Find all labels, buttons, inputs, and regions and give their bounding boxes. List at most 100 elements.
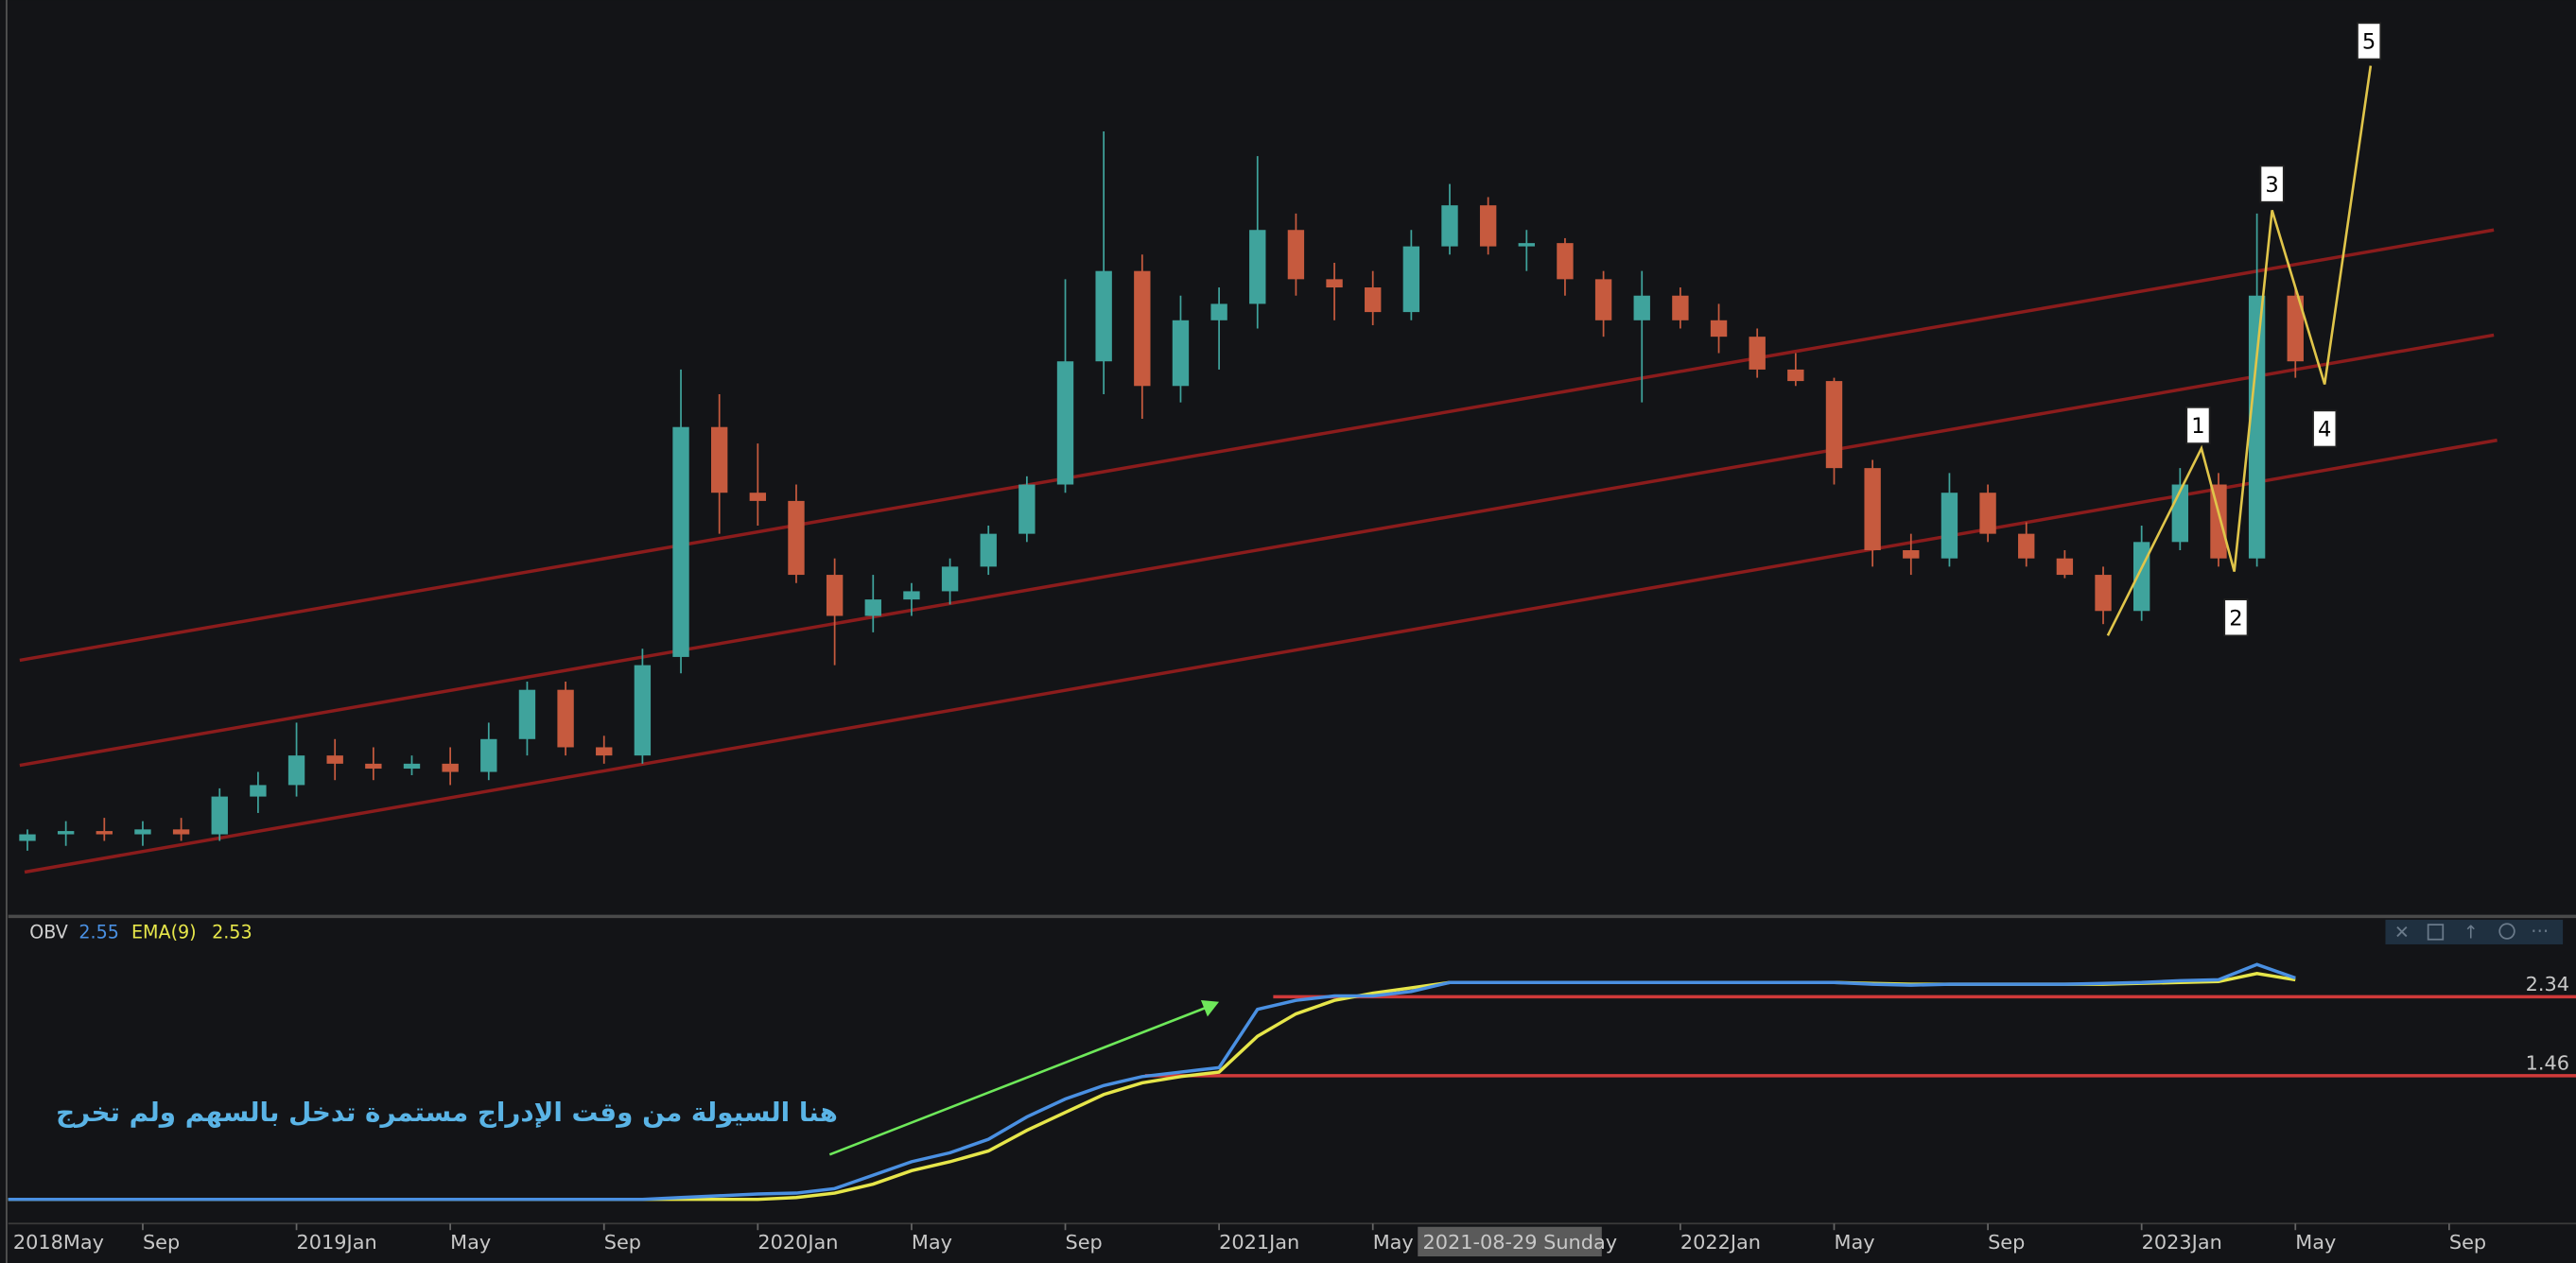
close-icon[interactable]: ✕ [2394,921,2410,943]
candle-body [710,426,728,493]
wave-label: 3 [2265,173,2278,198]
x-tick-label: Sep [1066,1231,1103,1254]
max-icon[interactable] [2427,924,2445,941]
candle-body [1210,303,1227,320]
x-tick-label: Sep [143,1231,180,1254]
x-tick-label: 2018May [13,1231,104,1254]
candle-body [1172,320,1190,387]
candle-body [1518,243,1535,247]
wave-label: 4 [2318,418,2331,442]
candle-body [1056,361,1074,485]
more-icon[interactable]: ⋯ [2531,920,2549,942]
wave-label-box [2185,406,2211,444]
candle-body [2248,295,2266,559]
channel-line [19,333,2495,768]
candle-body [826,575,844,616]
candle-body [1134,270,1151,387]
wave-label: 1 [2191,414,2204,439]
candle-body [1018,484,1036,534]
wave-label-box [2357,22,2382,61]
crosshair-label: 2021-08-29 Sunday [1422,1231,1617,1254]
candle-body [1749,337,1766,370]
candle-body [518,689,536,739]
wave-label-box [2312,409,2338,448]
wave-label: 2 [2229,606,2242,631]
candle-body [326,755,343,764]
x-tick-label: 2020Jan [757,1231,838,1254]
wave-label: 5 [2362,30,2376,55]
toolbar: ✕ ↑ ⋯ [2385,919,2564,944]
wave-label-box [2259,164,2285,203]
candle-body [480,738,497,772]
candle-body [672,426,689,657]
indicator-name: OBV [29,921,68,943]
arrow-head [1200,1000,1220,1017]
candle-body [1557,243,1574,280]
toolbar-bg [2385,919,2564,944]
candle-body [1479,205,1497,247]
candle-body [1095,270,1112,362]
x-tick-label: Sep [2449,1231,2486,1254]
candle-body [250,785,267,797]
candle-body [1633,295,1650,320]
candle-body [1864,468,1881,551]
candle-body [442,763,459,772]
candle-body [749,493,767,501]
up-icon[interactable]: ↑ [2463,921,2479,943]
candle-body [1979,493,1996,534]
x-tick-label: 2022Jan [1680,1231,1761,1254]
candle-body [403,763,421,770]
candles [19,131,2304,851]
candle-body [2095,575,2112,612]
channel-line [19,228,2495,663]
candle-body [864,599,881,616]
x-tick-label: 2019Jan [297,1231,377,1254]
candle-body [980,533,997,567]
level-label: 1.46 [2526,1052,2569,1075]
candle-body [134,829,151,835]
candle-body [634,665,652,756]
candle-body [1672,295,1689,320]
candle-body [903,591,920,600]
candle-body [1710,320,1728,337]
candle-body [557,689,574,748]
indicator-value: 2.53 [212,921,252,943]
candle-body [2132,542,2150,612]
candle-body [287,755,305,786]
candle-body [211,796,228,835]
settings-icon[interactable] [2498,923,2515,940]
x-tick-label: May [2295,1231,2336,1254]
candle-body [1249,230,1266,304]
x-tick-label: 2023Jan [2142,1231,2222,1254]
wave-path [2106,65,2373,636]
candle-body [1825,381,1843,469]
candle-body [19,834,36,841]
candle-body [2210,484,2227,559]
wave-label-box [2223,598,2249,637]
trend-arrow [828,1004,1213,1156]
x-tick-label: Sep [604,1231,641,1254]
x-tick-label: May [450,1231,491,1254]
candle-body [1287,230,1305,280]
annotation: هنا السيولة من وقت الإدراج مستمرة تدخل ب… [56,1097,838,1129]
indicator-value: 2.55 [78,921,119,943]
candle-body [1787,369,1804,382]
candle-body [1326,279,1343,288]
candle-body [57,831,75,835]
candle-body [941,566,959,592]
candle-body [1441,205,1458,247]
channel-line [24,438,2498,874]
candle-body [1365,287,1382,313]
candle-body [1402,246,1420,313]
candle-body [2056,558,2074,576]
candle-body [2018,533,2035,559]
candle-body [172,829,190,835]
x-tick-label: May [912,1231,952,1254]
level-label: 2.34 [2526,973,2569,995]
channel [19,228,2498,874]
x-tick-label: May [1834,1231,1874,1254]
candle-body [1903,550,1920,559]
